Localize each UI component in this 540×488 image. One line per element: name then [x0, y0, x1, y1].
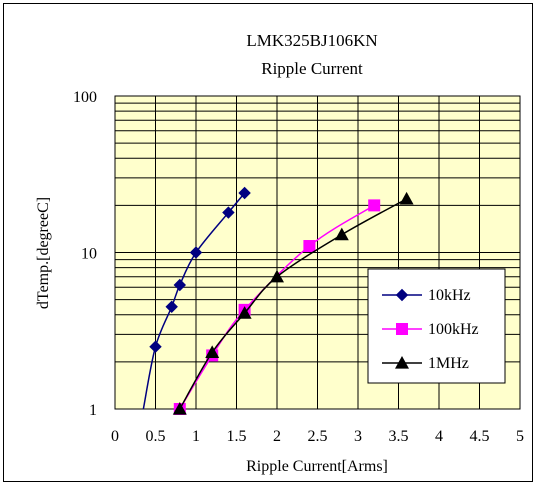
x-tick-label: 5	[516, 428, 524, 445]
data-point-10khz	[238, 186, 251, 200]
data-point-10khz	[173, 278, 187, 292]
x-tick-label: 3.5	[389, 428, 409, 445]
data-point-1mhz	[205, 345, 220, 358]
x-tick-labels: 0 0.5 1 1.5 2 2.5 3 3.5 4 4.5 5	[111, 428, 524, 445]
legend-label: 10kHz	[428, 287, 471, 304]
x-tick-label: 0	[111, 428, 119, 445]
x-axis-label: Ripple Current[Arms]	[246, 458, 388, 475]
legend-label: 100kHz	[428, 321, 479, 338]
legend-item-10khz: 10kHz	[382, 287, 471, 304]
x-tick-label: 3	[354, 428, 362, 445]
data-point-10khz	[165, 300, 178, 313]
data-point-10khz	[149, 340, 162, 353]
legend-marker	[396, 323, 408, 335]
y-tick-label: 10	[81, 246, 97, 263]
legend-marker	[395, 356, 409, 369]
y-tick-label: 1	[89, 402, 97, 419]
legend-item-100khz: 100kHz	[382, 321, 479, 338]
chart-frame: LMK325BJ106KN Ripple Current 0 0.5 1 1.5 2 2.…	[3, 3, 533, 482]
series-1mhz	[172, 191, 414, 415]
legend-marker	[395, 288, 409, 302]
chart-title: LMK325BJ106KN	[246, 31, 377, 50]
data-point-1mhz	[334, 227, 349, 241]
legend-label: 1MHz	[428, 355, 469, 372]
x-tick-label: 1	[192, 428, 200, 445]
y-axis-label: dTemp.[degreeC]	[35, 197, 52, 309]
legend: 10kHz 100kHz 1MHz	[367, 268, 506, 384]
data-point-1mhz	[172, 402, 187, 415]
series-10khz	[142, 186, 251, 410]
legend-box	[367, 268, 506, 384]
x-tick-label: 2.5	[308, 428, 328, 445]
x-tick-label: 0.5	[146, 428, 166, 445]
x-tick-label: 1.5	[227, 428, 247, 445]
data-point-1mhz	[270, 269, 284, 283]
legend-item-1mhz: 1MHz	[382, 355, 469, 372]
ripple-current-chart: LMK325BJ106KN Ripple Current 0 0.5 1 1.5 2 2.…	[35, 31, 524, 475]
data-point-100khz	[368, 199, 381, 212]
series-line-1mhz	[179, 198, 407, 410]
data-point-10khz	[189, 246, 203, 259]
y-tick-label: 100	[73, 89, 97, 106]
x-tick-label: 4.5	[470, 428, 490, 445]
x-tick-label: 4	[435, 428, 443, 445]
chart-subtitle: Ripple Current	[261, 59, 363, 78]
data-point-1mhz	[399, 191, 414, 205]
series-layer	[142, 186, 414, 415]
x-tick-label: 2	[273, 428, 281, 445]
data-point-1mhz	[237, 306, 252, 319]
data-point-10khz	[222, 206, 235, 219]
y-tick-labels: 1 10 100	[73, 89, 97, 419]
data-point-100khz	[303, 240, 316, 253]
